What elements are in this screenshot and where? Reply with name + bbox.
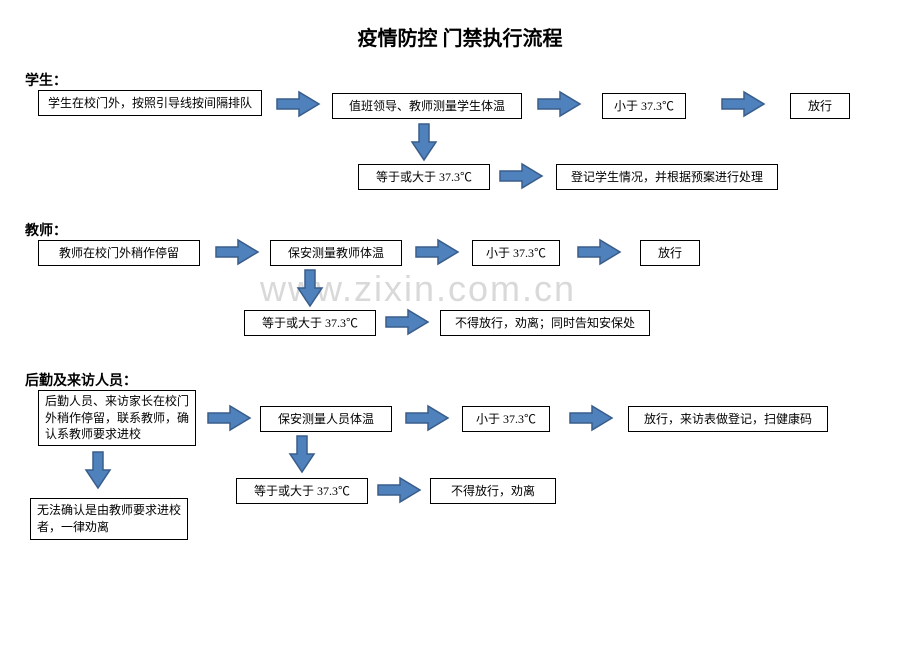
teachers-box-6: 不得放行，劝离；同时告知安保处 — [440, 310, 650, 336]
arrow-right-icon — [214, 236, 260, 268]
logistics-box-4: 放行，来访表做登记，扫健康码 — [628, 406, 828, 432]
students-box-1: 学生在校门外，按照引导线按间隔排队 — [38, 90, 262, 116]
teachers-box-3: 小于 37.3℃ — [472, 240, 560, 266]
logistics-box-3: 小于 37.3℃ — [462, 406, 550, 432]
arrow-right-icon — [536, 88, 582, 120]
arrow-right-icon — [275, 88, 321, 120]
arrow-right-icon — [384, 306, 430, 338]
section-logistics-label: 后勤及来访人员： — [25, 370, 137, 390]
arrow-right-icon — [498, 160, 544, 192]
students-box-3: 小于 37.3℃ — [602, 93, 686, 119]
arrow-down-icon — [294, 268, 326, 308]
arrow-right-icon — [414, 236, 460, 268]
logistics-box-7: 无法确认是由教师要求进校者，一律劝离 — [30, 498, 188, 540]
teachers-box-2: 保安测量教师体温 — [270, 240, 402, 266]
arrow-down-icon — [286, 434, 318, 474]
page-title: 疫情防控 门禁执行流程 — [0, 22, 920, 51]
students-box-4: 放行 — [790, 93, 850, 119]
teachers-box-5: 等于或大于 37.3℃ — [244, 310, 376, 336]
logistics-box-1: 后勤人员、来访家长在校门外稍作停留，联系教师，确认系教师要求进校 — [38, 390, 196, 446]
arrow-right-icon — [206, 402, 252, 434]
arrow-right-icon — [720, 88, 766, 120]
section-teachers-label: 教师： — [25, 220, 67, 240]
arrow-right-icon — [568, 402, 614, 434]
teachers-box-1: 教师在校门外稍作停留 — [38, 240, 200, 266]
teachers-box-4: 放行 — [640, 240, 700, 266]
section-students-label: 学生： — [25, 70, 67, 90]
arrow-down-icon — [82, 450, 114, 490]
arrow-right-icon — [376, 474, 422, 506]
logistics-box-5: 等于或大于 37.3℃ — [236, 478, 368, 504]
students-box-2: 值班领导、教师测量学生体温 — [332, 93, 522, 119]
arrow-down-icon — [408, 122, 440, 162]
students-box-5: 等于或大于 37.3℃ — [358, 164, 490, 190]
arrow-right-icon — [576, 236, 622, 268]
logistics-box-2: 保安测量人员体温 — [260, 406, 392, 432]
arrow-right-icon — [404, 402, 450, 434]
logistics-box-6: 不得放行，劝离 — [430, 478, 556, 504]
students-box-6: 登记学生情况，并根据预案进行处理 — [556, 164, 778, 190]
